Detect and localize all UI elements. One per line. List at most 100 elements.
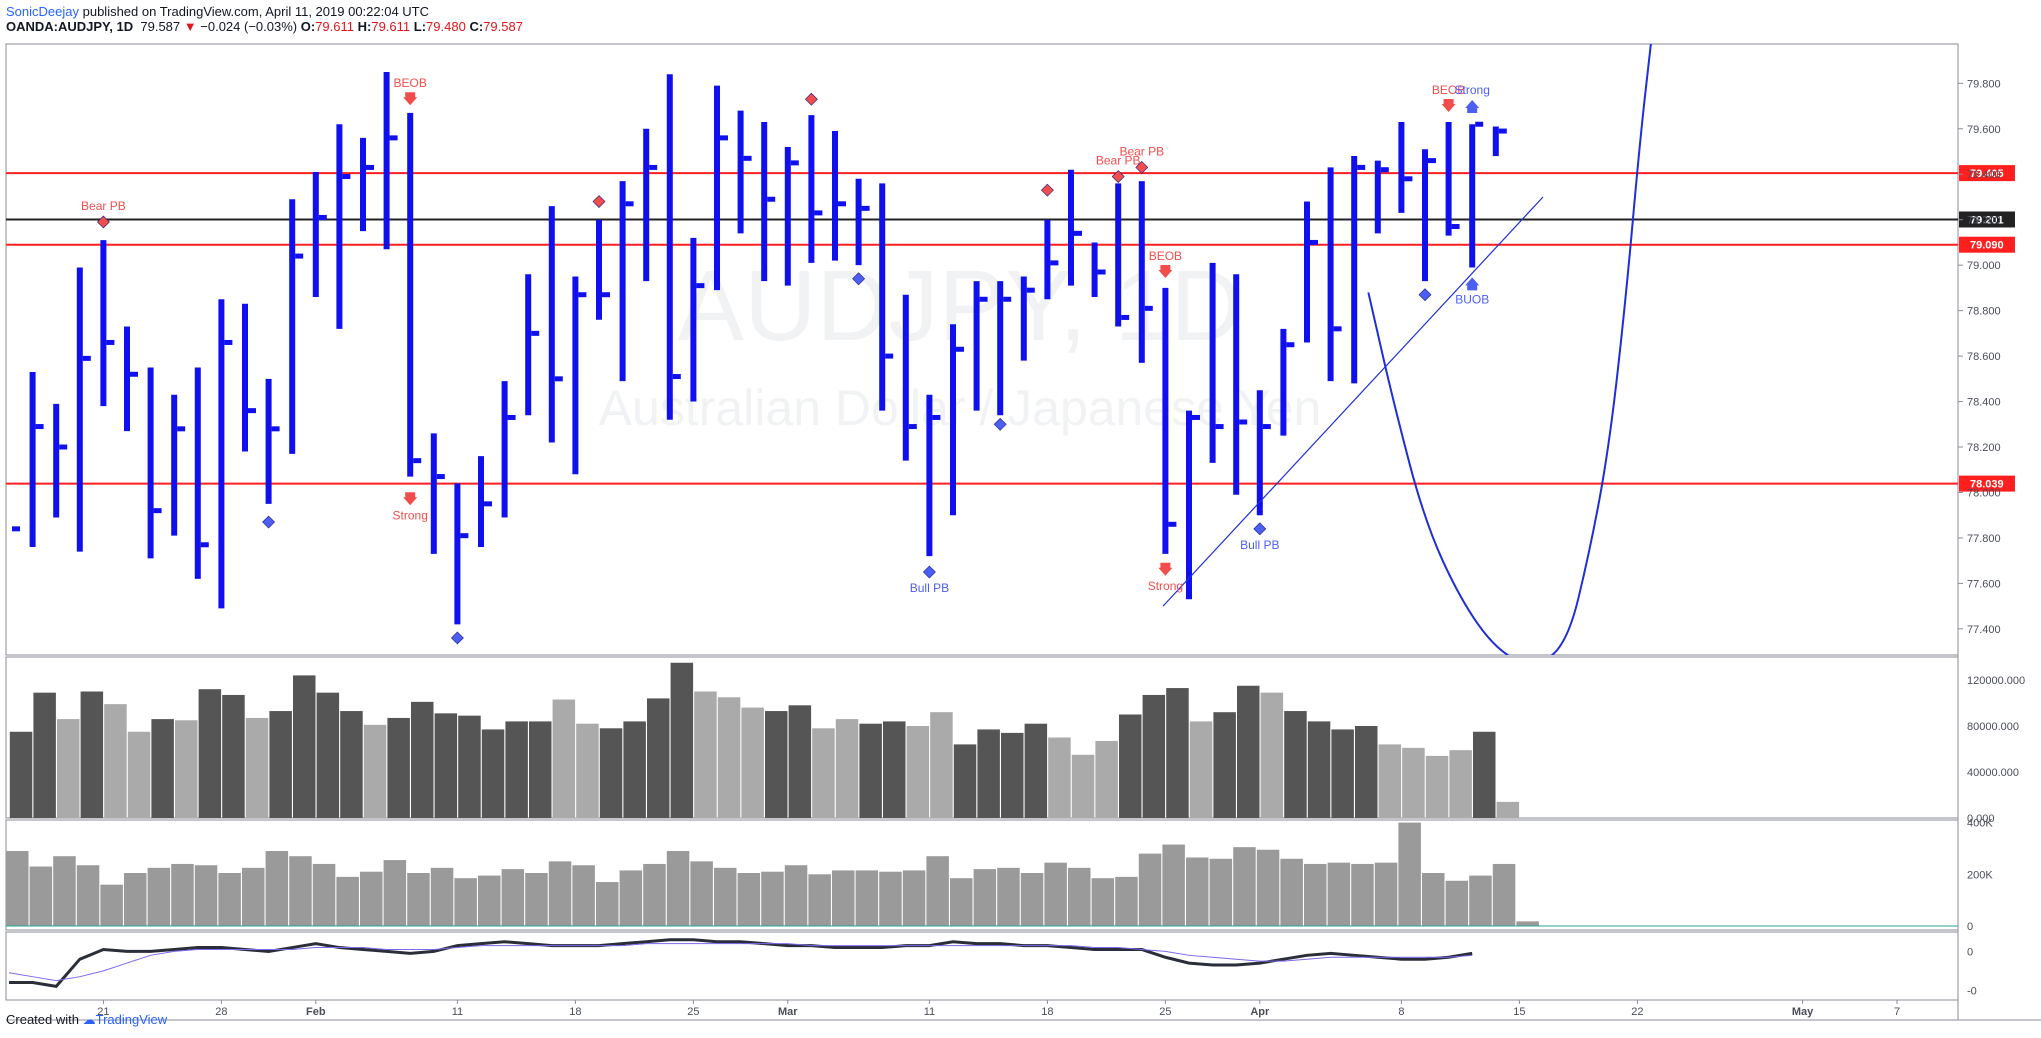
ohlc-bar — [1115, 183, 1130, 327]
created-with-text: Created with — [6, 1012, 79, 1027]
volume-2-bar — [53, 856, 76, 926]
ohlc-bar — [1327, 167, 1342, 382]
volume-bar — [1496, 801, 1520, 818]
volume-bar — [127, 731, 151, 818]
volume-2-bar — [855, 870, 879, 926]
price-tick-label: 78.800 — [1967, 306, 2001, 318]
ohlc-bar — [690, 237, 705, 402]
ohlc-bar — [289, 199, 304, 454]
diamond-marker-icon — [262, 515, 276, 529]
ohlc-bar — [926, 394, 941, 557]
volume-2-bar — [1280, 858, 1303, 926]
volume-2-bar — [1374, 862, 1398, 926]
volume-bar — [9, 731, 33, 818]
volume-2-bar — [242, 867, 265, 926]
projection-curve — [1367, 44, 1652, 655]
volume-bar — [1071, 754, 1095, 818]
time-tick-label: 21 — [97, 1006, 109, 1018]
annotation-label: BEOB — [1149, 249, 1182, 263]
ohlc-bar — [1280, 328, 1295, 436]
volume-2-bar — [643, 863, 666, 926]
price-tick-label: 77.600 — [1967, 578, 2001, 590]
volume-2-bar — [1445, 880, 1469, 926]
volume-2-bar — [147, 867, 171, 926]
volume-2-bar — [619, 870, 643, 926]
arrow-down-icon — [1441, 99, 1456, 113]
volume-2-bar — [1422, 873, 1445, 926]
ohlc-bars — [12, 71, 1507, 625]
volume-bar — [434, 713, 458, 818]
volume-2-bar — [548, 861, 572, 926]
volume-bar — [1166, 688, 1189, 818]
time-tick-label: 15 — [1513, 1006, 1525, 1018]
annotation — [804, 92, 818, 106]
price-tick-label: 78.000 — [1967, 487, 2001, 499]
diamond-marker-icon — [1253, 522, 1267, 536]
volume-bar — [1095, 740, 1118, 818]
volume-bar — [104, 704, 127, 818]
annotation: Strong — [393, 492, 428, 522]
diamond-marker-icon — [922, 565, 936, 579]
volume-2-bar — [997, 867, 1020, 926]
author-link[interactable]: SonicDeejay — [6, 4, 79, 19]
ohlc-bar — [53, 403, 68, 518]
volume-2-bar — [1020, 873, 1044, 926]
ohlc-bar — [572, 276, 587, 475]
volume-bar — [80, 691, 104, 818]
volume-2-bar — [478, 875, 501, 926]
ohlc-bar — [218, 299, 233, 609]
annotation: BEOB — [1149, 249, 1182, 278]
volume-bar — [57, 719, 80, 818]
time-tick-label: 11 — [924, 1006, 935, 1018]
volume-bar — [835, 719, 859, 818]
price-tick-label: 79.800 — [1967, 78, 2001, 90]
ohlc-bar — [1091, 242, 1106, 297]
volume-2-bar — [501, 869, 525, 926]
ohlc-bar — [360, 137, 374, 232]
ohlc-bar — [242, 303, 256, 452]
time-tick-label: Apr — [1250, 1006, 1270, 1018]
volume-bar — [599, 728, 623, 818]
volume-2-bar — [690, 861, 713, 926]
level-label: 79.405 — [1970, 168, 2004, 180]
oscillator-signal-line — [8, 943, 1473, 982]
volume-tick-label: 80000.000 — [1967, 721, 2019, 733]
trend-line — [1162, 196, 1544, 607]
volume-bar — [1331, 729, 1354, 818]
horizontal-levels: 79.405 79.201 79.090 78.039 — [6, 165, 2015, 492]
price-tick-label: 78.400 — [1967, 397, 2001, 409]
ohlc-bar — [407, 112, 422, 477]
ohlc-bar — [1068, 169, 1082, 286]
annotation: BEOB — [1432, 83, 1465, 113]
price-tick-label: 79.600 — [1967, 124, 2001, 136]
ohlc-bar — [997, 281, 1012, 416]
annotation-label: Bear PB — [1119, 144, 1164, 158]
ohlc-bar — [1351, 156, 1366, 384]
ohlc-bar — [312, 171, 327, 297]
arrow-up-icon — [1465, 277, 1480, 291]
volume-2-bar — [950, 878, 973, 926]
ohlc-bar — [784, 146, 799, 286]
volume-bar — [222, 694, 245, 818]
annotation: Bear PB — [81, 199, 126, 229]
ohlc-bar — [29, 372, 44, 548]
ohlc-bar — [100, 240, 115, 407]
diamond-marker-icon — [852, 272, 866, 286]
ohlc-bar — [737, 110, 752, 234]
annotation-label: Strong — [393, 508, 428, 522]
tradingview-link[interactable]: TradingView — [95, 1012, 168, 1027]
volume-2-bar — [1469, 875, 1492, 926]
volume-2-bar — [1398, 822, 1421, 926]
oscillator-tick-label: -0 — [1967, 985, 1977, 997]
volume-bar — [1307, 721, 1331, 818]
ohlc-bar — [124, 326, 138, 432]
arrow-up-icon — [1465, 100, 1480, 114]
chart-header: SonicDeejay published on TradingView.com… — [6, 4, 523, 34]
ohlc-bar — [619, 181, 634, 382]
arrow-down-icon — [1158, 264, 1173, 278]
ohlc-bar — [147, 367, 162, 559]
publish-line: SonicDeejay published on TradingView.com… — [6, 4, 523, 19]
ohlc-bar — [336, 124, 351, 329]
watermark: AUDJPY, 1D Australian Dollar / Japanese … — [599, 250, 1322, 436]
